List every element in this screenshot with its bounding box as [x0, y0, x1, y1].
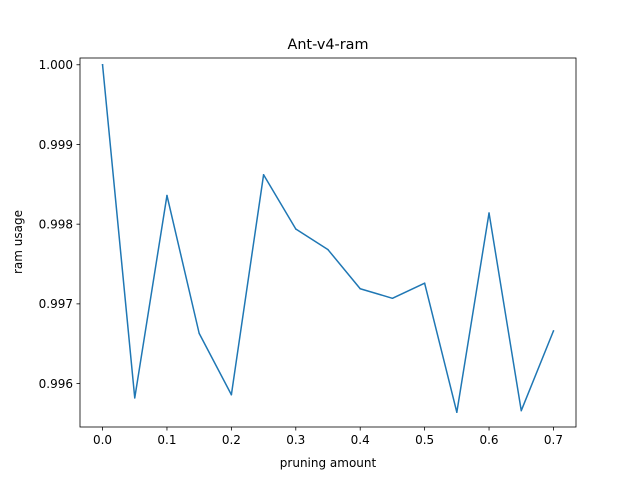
- data-point-0-11: [456, 411, 458, 414]
- data-point-0-9: [391, 297, 394, 300]
- y-tick-label-1: 0.997: [39, 297, 73, 311]
- x-tick-label-7: 0.7: [544, 433, 563, 447]
- data-point-0-4: [230, 393, 233, 396]
- x-tick-label-0: 0.0: [93, 433, 112, 447]
- x-tick-label-6: 0.6: [479, 433, 498, 447]
- x-tick-label-2: 0.2: [222, 433, 241, 447]
- data-point-0-8: [359, 287, 361, 290]
- x-tick-label-5: 0.5: [415, 433, 434, 447]
- data-point-0-12: [488, 212, 490, 214]
- data-point-0-5: [262, 174, 265, 176]
- x-axis-title: pruning amount: [280, 456, 377, 470]
- x-tick-label-3: 0.3: [286, 433, 305, 447]
- y-tick-label-4: 1.000: [39, 58, 73, 72]
- plot-area: [101, 63, 555, 414]
- data-point-0-3: [198, 332, 200, 335]
- axes-frame: [79, 57, 577, 428]
- y-tick-label-0: 0.996: [39, 377, 73, 391]
- x-tick-label-1: 0.1: [157, 433, 176, 447]
- data-point-0-0: [101, 64, 104, 66]
- y-tick-label-2: 0.998: [39, 217, 73, 231]
- data-point-0-7: [327, 248, 329, 251]
- data-point-0-1: [134, 397, 136, 399]
- x-tick-label-4: 0.4: [351, 433, 370, 447]
- y-axis-title: ram usage: [11, 210, 25, 274]
- data-point-0-6: [295, 228, 297, 230]
- data-point-0-13: [520, 409, 522, 412]
- y-tick-label-3: 0.999: [39, 138, 73, 152]
- data-point-0-14: [552, 330, 555, 332]
- data-point-0-10: [423, 282, 426, 284]
- chart-title: Ant-v4-ram: [287, 37, 368, 53]
- data-point-0-2: [166, 194, 168, 197]
